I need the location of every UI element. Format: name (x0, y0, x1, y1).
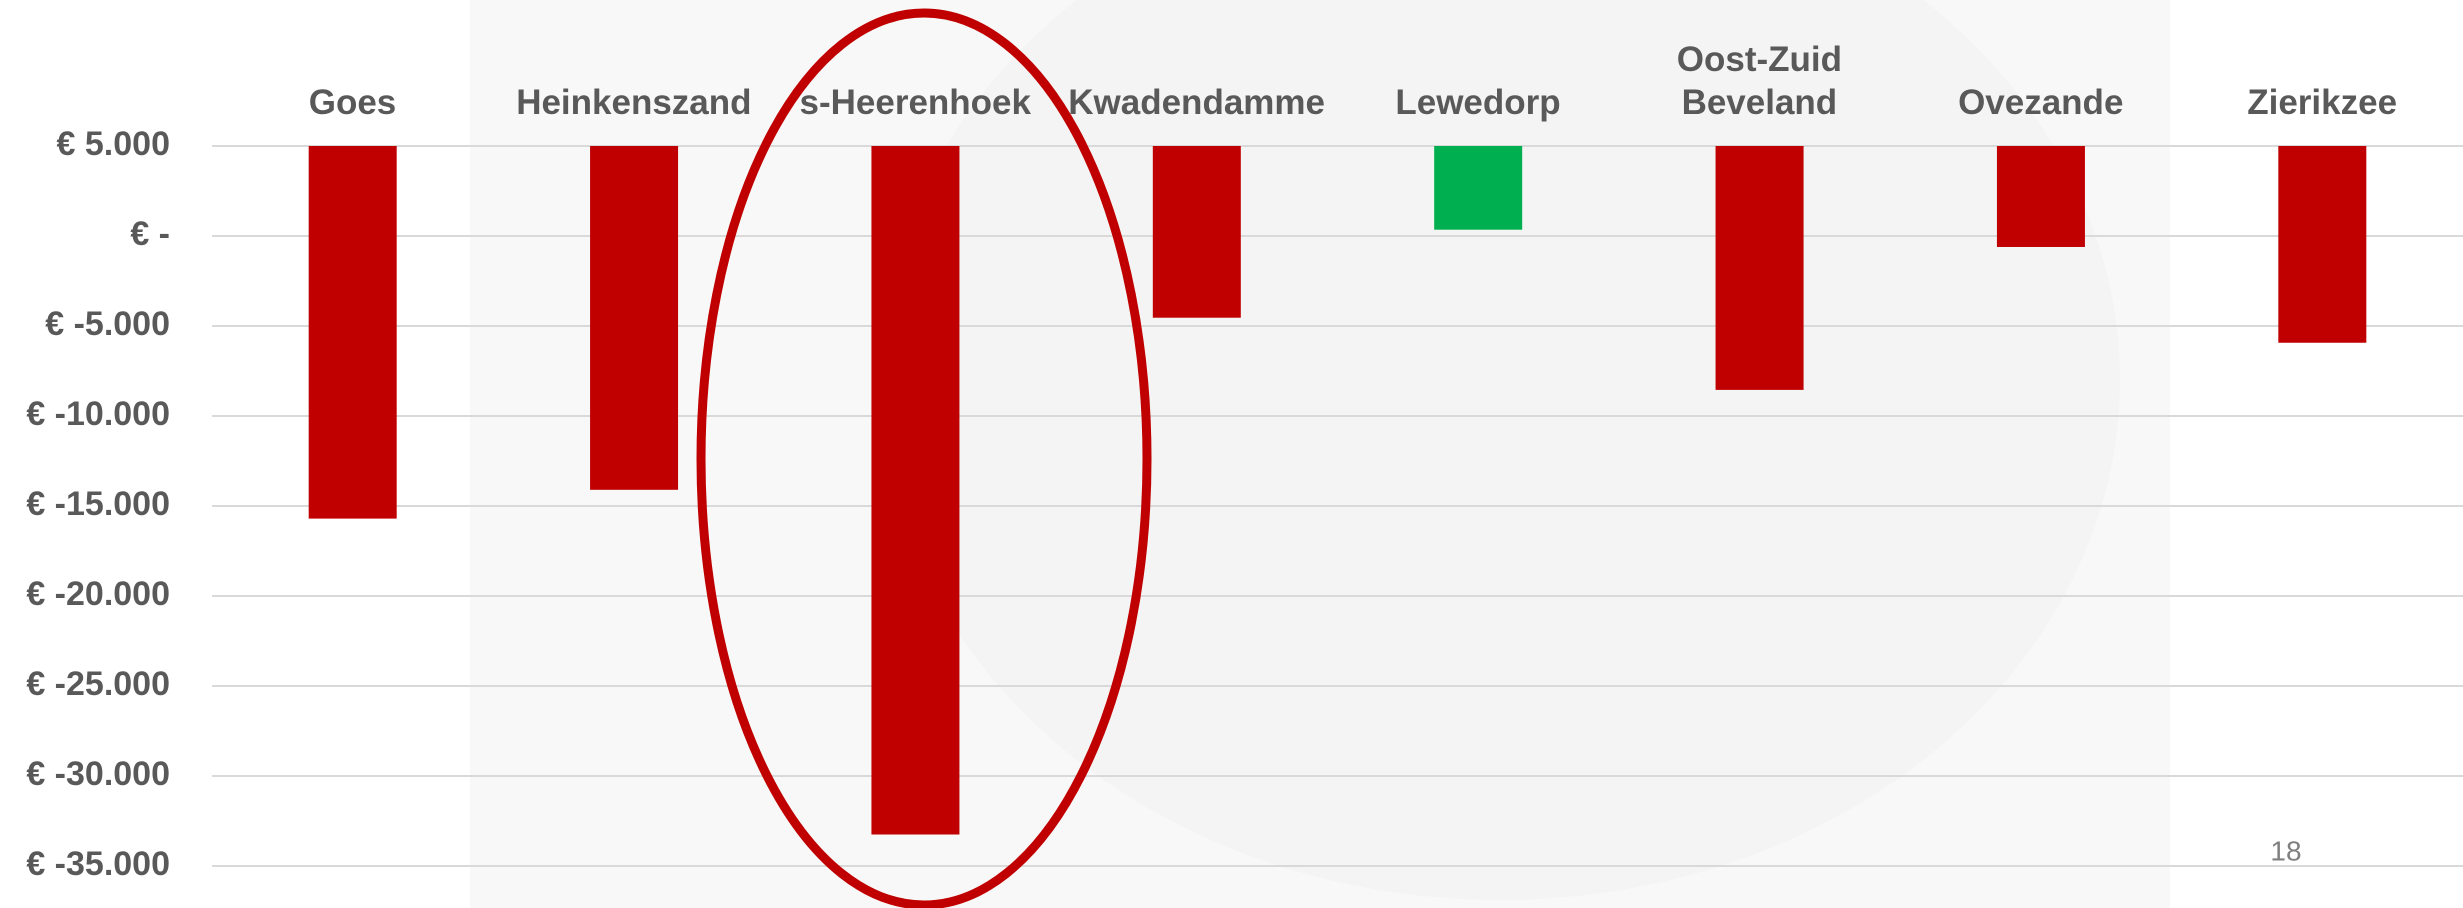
x-tick-label: Lewedorp (1338, 81, 1619, 124)
y-tick-label: € -10.000 (26, 395, 170, 433)
bar (1153, 146, 1241, 318)
x-tick-label: Goes (212, 81, 493, 124)
y-tick-label: € -30.000 (26, 755, 170, 793)
x-tick-label: s-Heerenhoek (775, 81, 1056, 124)
bar (309, 146, 397, 519)
chart: € 5.000 € - € -5.000 € -10.000 € -15.000 € -2… (0, 0, 2463, 908)
slide: € 5.000 € - € -5.000 € -10.000 € -15.000 € -2… (0, 0, 2463, 908)
x-tick-label: Ovezande (1900, 81, 2181, 124)
y-tick-label: € -20.000 (26, 575, 170, 613)
bar (1997, 146, 2085, 247)
y-tick-label: € 5.000 (57, 125, 170, 163)
bar (2278, 146, 2366, 343)
y-tick-label: € -15.000 (26, 485, 170, 523)
page-number: 18 (2270, 835, 2301, 866)
x-tick-label: Heinkenszand (493, 81, 774, 124)
x-tick-label: Kwadendamme (1056, 81, 1337, 124)
y-tick-label: € - (130, 215, 170, 253)
bar (590, 146, 678, 490)
y-tick-label: € -25.000 (26, 665, 170, 703)
bar (871, 146, 959, 835)
bar (1716, 146, 1804, 390)
x-tick-label: Oost-Zuid Beveland (1619, 38, 1900, 124)
watermark (470, 0, 2170, 908)
y-tick-label: € -5.000 (45, 305, 170, 343)
y-tick-label: € -35.000 (26, 845, 170, 883)
bar (1434, 146, 1522, 230)
x-tick-label: Zierikzee (2182, 81, 2463, 124)
